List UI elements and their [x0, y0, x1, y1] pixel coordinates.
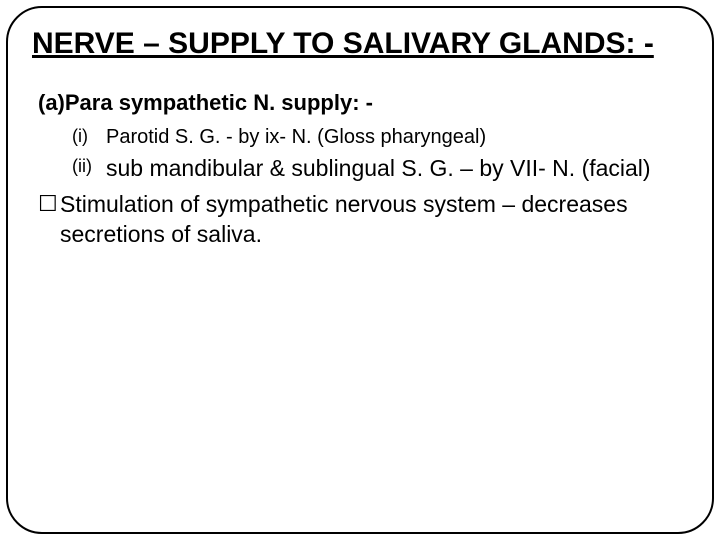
slide-frame: NERVE – SUPPLY TO SALIVARY GLANDS: - (a)… [6, 6, 714, 534]
item-text: sub mandibular & sublingual S. G. – by V… [106, 154, 651, 184]
list-item: (i) Parotid S. G. - by ix- N. (Gloss pha… [72, 124, 688, 150]
item-number: (ii) [72, 154, 106, 177]
list-item: (ii) sub mandibular & sublingual S. G. –… [72, 154, 688, 184]
section-heading: (a)Para sympathetic N. supply: - [38, 90, 688, 116]
item-text: Parotid S. G. - by ix- N. (Gloss pharyng… [106, 124, 486, 150]
square-bullet-icon: ☐ [38, 190, 60, 219]
note-text: Stimulation of sympathetic nervous syste… [60, 190, 688, 250]
slide-title: NERVE – SUPPLY TO SALIVARY GLANDS: - [32, 26, 688, 62]
item-number: (i) [72, 124, 106, 147]
note-row: ☐ Stimulation of sympathetic nervous sys… [38, 190, 688, 250]
